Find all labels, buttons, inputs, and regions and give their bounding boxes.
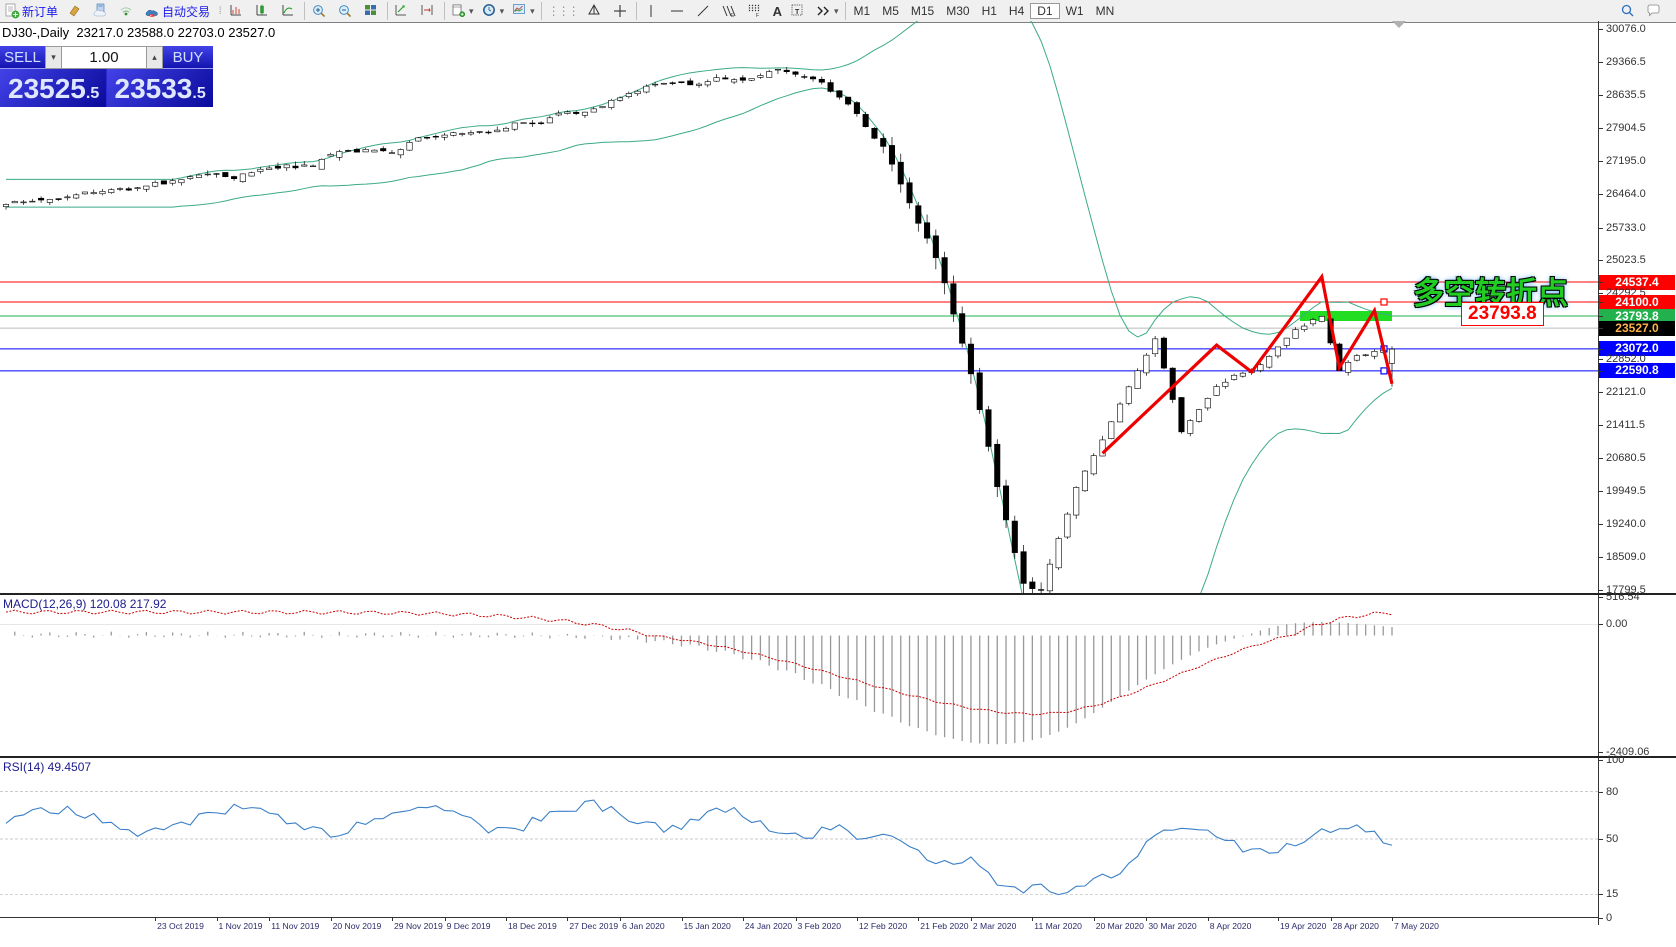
svg-text:F: F [756,13,759,19]
svg-text:T: T [795,9,800,16]
